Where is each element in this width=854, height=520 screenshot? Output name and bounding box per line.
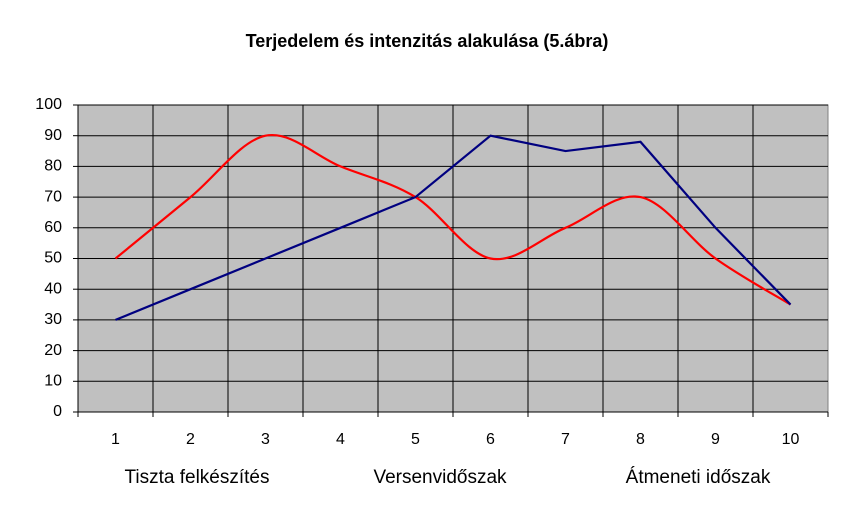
annotation: Versenvidőszak	[373, 467, 507, 488]
y-tick-label: 10	[44, 373, 62, 390]
chart-title: Terjedelem és intenzitás alakulása (5.áb…	[246, 31, 609, 51]
x-tick-label: 4	[336, 431, 345, 448]
x-tick-label: 1	[111, 431, 120, 448]
y-tick-label: 40	[44, 280, 62, 297]
annotation: Átmeneti időszak	[626, 467, 771, 488]
y-tick-label: 60	[44, 219, 62, 236]
y-tick-label: 80	[44, 158, 62, 175]
x-tick-label: 10	[782, 431, 800, 448]
line-series	[115, 134, 792, 321]
annotation: Tiszta felkészítés	[124, 467, 269, 488]
y-tick-label: 70	[44, 188, 62, 205]
x-tick-label: 7	[561, 431, 570, 448]
x-tick-label: 9	[711, 431, 720, 448]
x-tick-label: 5	[411, 431, 420, 448]
y-tick-label: 20	[44, 342, 62, 359]
x-tick-label: 2	[186, 431, 195, 448]
y-tick-label: 0	[53, 403, 62, 420]
x-tick-label: 6	[486, 431, 495, 448]
x-tick-label: 3	[261, 431, 270, 448]
x-tick-label: 8	[636, 431, 645, 448]
y-tick-label: 100	[35, 96, 62, 113]
line-series	[114, 133, 792, 306]
y-tick-label: 50	[44, 250, 62, 267]
y-tick-label: 30	[44, 311, 62, 328]
y-tick-label: 90	[44, 127, 62, 144]
